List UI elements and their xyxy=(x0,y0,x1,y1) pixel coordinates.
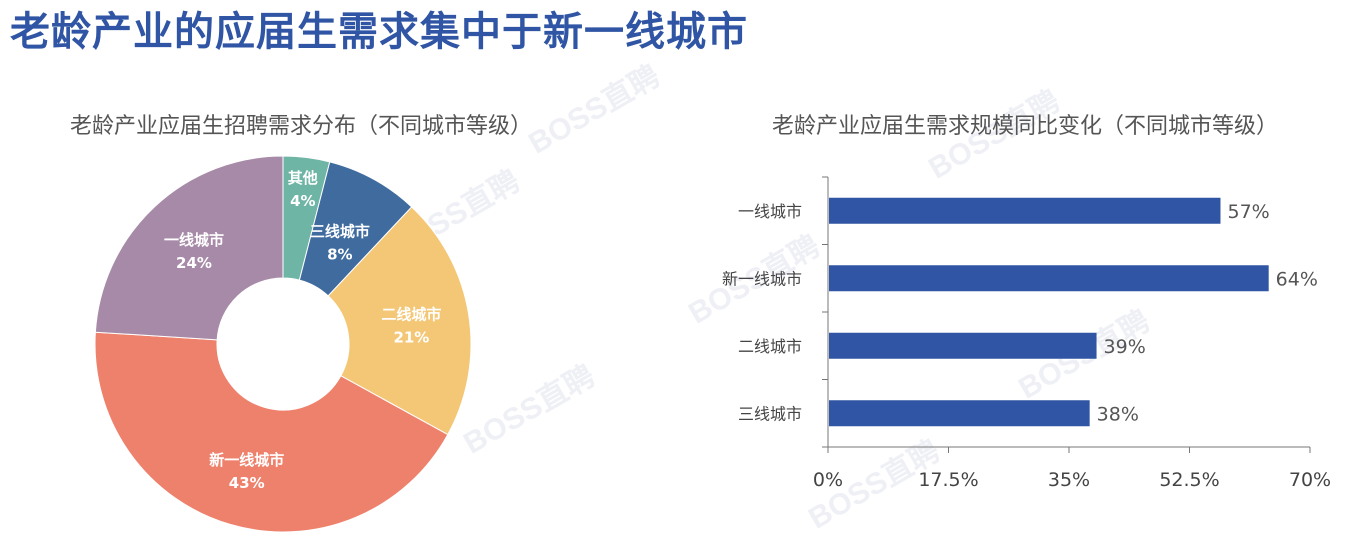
pie-slice-label: 三线城市 xyxy=(310,223,370,241)
pie-slice-value: 4% xyxy=(290,192,315,210)
pie-slice-label: 新一线城市 xyxy=(209,451,284,469)
bar-value-label: 57% xyxy=(1227,201,1269,223)
pie-slice-label: 二线城市 xyxy=(381,306,441,324)
bar xyxy=(829,265,1269,292)
pie-slice-label: 其他 xyxy=(288,169,318,187)
bar-value-label: 38% xyxy=(1097,403,1139,425)
bar-chart: 0% 17.5% 35% 52.5% 70% 一线城市 57% 新一线城市 64% 二线城市 39%… xyxy=(722,176,1331,491)
bar xyxy=(829,197,1221,224)
pie-slice xyxy=(94,331,449,533)
pie-slice-value: 8% xyxy=(327,246,352,264)
pie-slice-value: 21% xyxy=(393,329,429,347)
pie-slice-value: 24% xyxy=(176,254,212,272)
page-title: 老龄产业的应届生需求集中于新一线城市 xyxy=(10,9,748,55)
pie-slice-value: 43% xyxy=(229,474,265,492)
x-tick-label: 35% xyxy=(1048,469,1090,491)
bar xyxy=(829,332,1097,359)
x-tick-label: 17.5% xyxy=(918,469,978,491)
pie-slice xyxy=(94,155,284,341)
pie-chart-title: 老龄产业应届生招聘需求分布（不同城市等级） xyxy=(70,114,533,139)
pie-chart: 其他 4% 三线城市 8% 二线城市 21% 新一线城市 43% 一线城市 24% xyxy=(94,155,472,533)
category-label: 新一线城市 xyxy=(722,269,802,288)
x-tick-label: 70% xyxy=(1289,469,1331,491)
bar-value-label: 64% xyxy=(1276,268,1318,290)
category-label: 二线城市 xyxy=(738,337,802,356)
pie-slice xyxy=(327,206,472,436)
pie-slice-label: 一线城市 xyxy=(164,231,224,249)
x-tick-label: 0% xyxy=(813,469,843,491)
bar-chart-title: 老龄产业应届生需求规模同比变化（不同城市等级） xyxy=(772,114,1279,139)
bar xyxy=(829,400,1090,427)
category-label: 三线城市 xyxy=(738,404,802,423)
x-tick-label: 52.5% xyxy=(1159,469,1219,491)
bar-value-label: 39% xyxy=(1104,336,1146,358)
category-label: 一线城市 xyxy=(738,202,802,221)
